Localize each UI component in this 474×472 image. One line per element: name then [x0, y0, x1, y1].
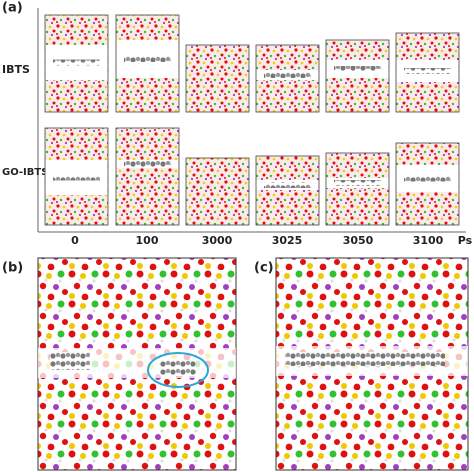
molecule [50, 352, 90, 370]
highlight [147, 352, 209, 388]
row-label: IBTS [2, 63, 30, 76]
snapshot [255, 155, 320, 226]
go-sheet [285, 352, 445, 366]
time-label: 0 [71, 234, 79, 247]
panel-label: (c) [254, 261, 274, 276]
snapshot [325, 152, 390, 226]
molecule [124, 56, 171, 62]
molecule [334, 180, 381, 186]
snapshot [185, 157, 250, 226]
molecule [404, 68, 451, 74]
snapshot [185, 44, 250, 113]
time-label: 3000 [202, 234, 233, 247]
molecule [160, 360, 196, 376]
time-label: 100 [136, 234, 159, 247]
time-label: 3025 [272, 234, 303, 247]
time-label: 3050 [343, 234, 374, 247]
molecule [404, 175, 451, 182]
row-label: GO-IBTS [2, 167, 48, 178]
snapshot [115, 127, 180, 226]
molecule [53, 174, 100, 181]
molecule [124, 161, 171, 167]
molecule [264, 72, 311, 78]
molecule [334, 66, 381, 72]
time-label: 3100 [413, 234, 444, 247]
unit-label: Ps [458, 234, 473, 247]
panel-label: (b) [2, 261, 23, 276]
molecule [264, 182, 311, 188]
panel-label: (a) [2, 1, 23, 16]
molecule [53, 59, 100, 66]
snapshots [44, 14, 460, 226]
